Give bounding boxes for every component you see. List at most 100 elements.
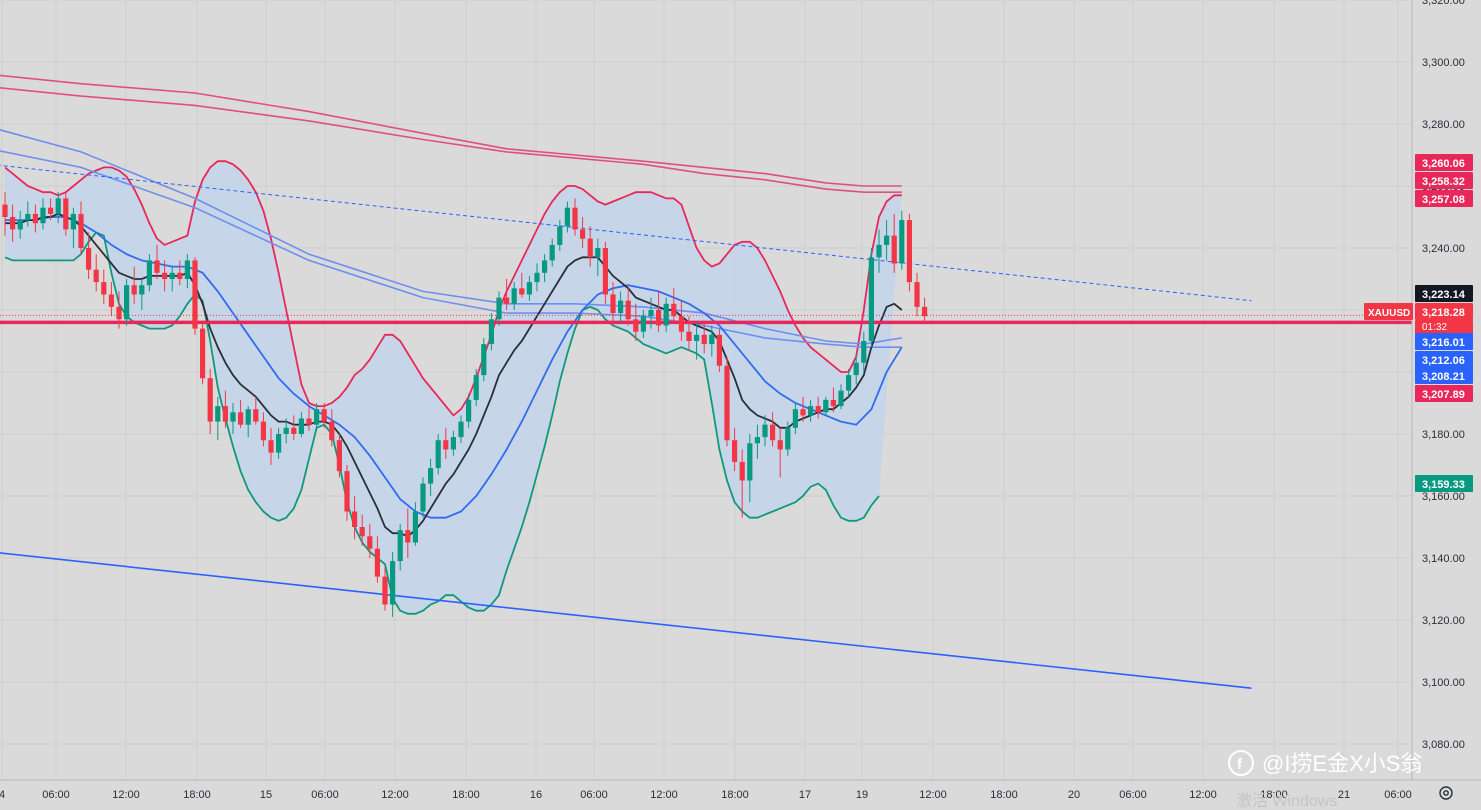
candle	[101, 269, 107, 304]
candle	[48, 198, 54, 221]
candle-body	[184, 260, 190, 279]
candle	[678, 300, 684, 341]
symbol-badge: XAUUSD	[1364, 303, 1413, 320]
candle-body	[648, 310, 654, 317]
price-badge-text: 3,218.28	[1422, 307, 1465, 319]
candle-body	[815, 406, 821, 413]
gear-icon[interactable]	[1439, 786, 1453, 800]
candle-body	[724, 365, 730, 441]
price-badge: 3,258.32	[1415, 172, 1473, 189]
candle	[450, 430, 456, 456]
candle	[830, 387, 836, 413]
candle-body	[542, 260, 548, 273]
candle	[238, 399, 244, 428]
x-tick-label: 17	[799, 789, 811, 801]
candle-body	[63, 198, 69, 230]
candle-body	[329, 421, 335, 441]
candle	[884, 220, 890, 261]
candle-body	[496, 297, 502, 320]
candle	[663, 297, 669, 332]
price-badge: 3,218.28	[1415, 303, 1473, 320]
x-tick-label: 06:00	[42, 789, 70, 801]
candle-body	[656, 310, 662, 326]
candle	[792, 403, 798, 434]
candle-body	[291, 427, 297, 434]
candle-body	[86, 248, 92, 270]
candle-body	[488, 319, 494, 345]
price-badge-bg	[1415, 385, 1473, 402]
candle-body	[481, 344, 487, 376]
candle-body	[435, 440, 441, 469]
candle	[595, 238, 601, 276]
candle	[724, 356, 730, 447]
candle	[686, 316, 692, 351]
candle-body	[808, 406, 814, 416]
candle-body	[25, 213, 31, 221]
candle-body	[762, 424, 768, 438]
candle-body	[260, 421, 266, 441]
candle-body	[671, 303, 677, 317]
candle-body	[78, 213, 84, 248]
candle	[549, 238, 555, 267]
price-badge: 3,212.06	[1415, 351, 1473, 368]
candle	[526, 275, 532, 301]
candle	[732, 427, 738, 472]
candle	[116, 291, 122, 329]
candle-body	[891, 235, 897, 264]
candle	[321, 403, 327, 428]
bollinger-upper-line	[4, 160, 902, 417]
price-badge-text: 3,208.21	[1422, 371, 1465, 383]
candle	[32, 204, 38, 233]
price-badge-bg	[1415, 303, 1473, 320]
candle-body	[321, 409, 327, 422]
time-axis[interactable]: 4 06:00 12:00 18:00 15 06:00 12:00 18:00 16 06:00…	[0, 789, 1412, 801]
symbol-badge-text: XAUUSD	[1368, 308, 1410, 319]
candle-body	[108, 294, 114, 307]
candle-body	[359, 527, 365, 537]
candle	[602, 241, 608, 304]
x-tick-label: 06:00	[311, 789, 339, 801]
windows-activation-text: 激活 Windows	[1236, 792, 1337, 810]
candle-body	[131, 285, 137, 295]
candle	[215, 396, 221, 441]
candle-body	[716, 334, 722, 366]
candle-body	[146, 260, 152, 286]
candle-body	[701, 334, 707, 345]
candle	[542, 254, 548, 283]
candle-body	[428, 468, 434, 484]
candle	[770, 412, 776, 447]
ma-pink-1-line	[0, 74, 902, 187]
candle	[222, 390, 228, 428]
candle	[40, 198, 46, 230]
candle-body	[899, 220, 905, 264]
candle	[922, 297, 928, 323]
y-tick-label: 3,080.00	[1422, 739, 1465, 751]
x-tick-label: 12:00	[919, 789, 947, 801]
watermark: f @I捞E金X小S翁 激活 Windows	[1228, 750, 1422, 810]
price-badge-text: 3,216.01	[1422, 337, 1465, 349]
candle	[86, 232, 92, 279]
candle	[557, 220, 563, 252]
x-tick-label: 12:00	[1189, 789, 1217, 801]
candle	[914, 272, 920, 317]
price-badge: 3,223.14	[1415, 285, 1473, 302]
candle	[184, 254, 190, 289]
x-tick-label: 4	[0, 789, 5, 801]
candle	[876, 229, 882, 273]
candle-body	[777, 440, 783, 450]
candle-body	[785, 427, 791, 450]
candle-body	[625, 300, 631, 320]
watermark-text: @I捞E金X小S翁	[1262, 751, 1422, 776]
candle-body	[382, 576, 388, 605]
candle-body	[154, 260, 160, 273]
y-tick-label: 3,320.00	[1422, 0, 1465, 7]
candle-body	[10, 217, 16, 230]
candle	[777, 427, 783, 478]
candle-body	[519, 288, 525, 295]
descending-trend-line	[0, 552, 1252, 689]
candle	[367, 523, 373, 558]
candle	[899, 210, 905, 270]
ma-pink-2-line	[0, 87, 902, 193]
candle	[435, 434, 441, 475]
